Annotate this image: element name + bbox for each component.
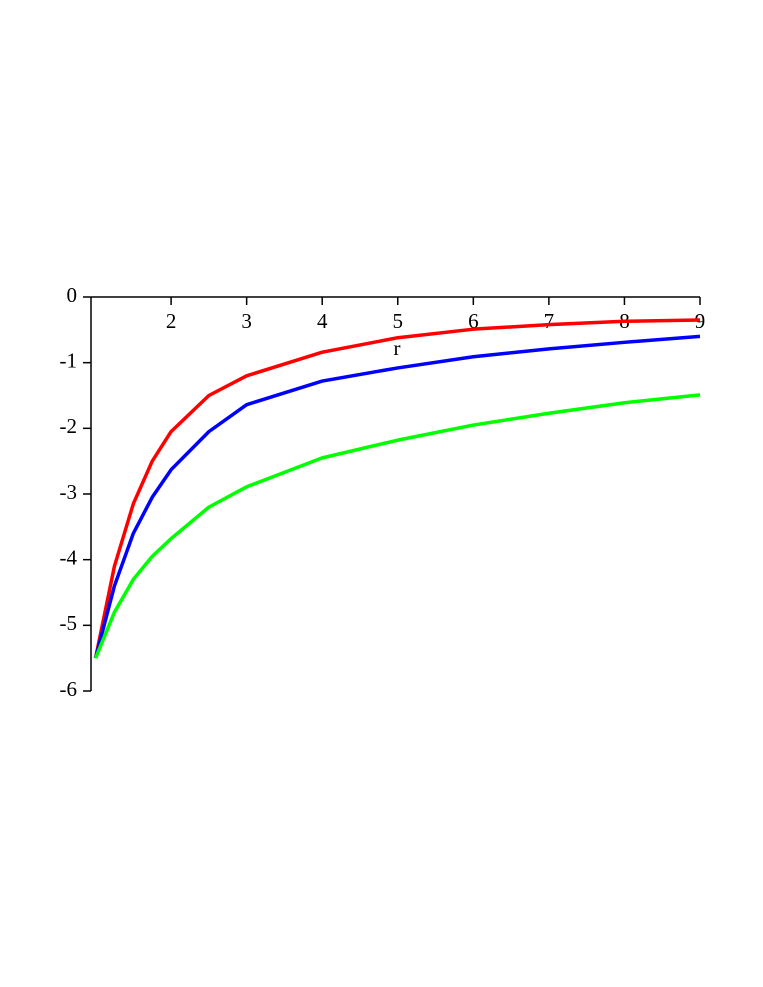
x-tick-label: 6: [468, 309, 479, 333]
x-tick-label: 3: [241, 309, 252, 333]
data-line: [93, 334, 701, 659]
y-tick-label: -1: [60, 348, 78, 372]
x-tick-label: 4: [317, 309, 328, 333]
y-tick-label: 0: [67, 283, 78, 307]
y-tick-label: -3: [60, 480, 78, 504]
y-tick-label: -4: [60, 545, 78, 569]
x-tick-label: 2: [166, 309, 177, 333]
x-tick-label: 5: [393, 309, 404, 333]
data-line: [93, 393, 701, 659]
y-tick-label: -5: [60, 611, 78, 635]
x-axis-label: r: [394, 336, 401, 360]
y-tick-label: -6: [60, 677, 78, 701]
x-tick-label: 7: [544, 309, 555, 333]
y-tick-label: -2: [60, 414, 78, 438]
data-line: [93, 318, 701, 659]
